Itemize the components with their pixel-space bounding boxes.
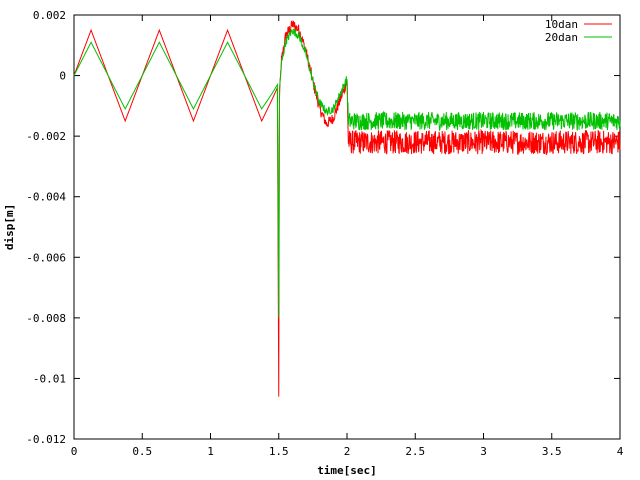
y-tick-label: 0: [59, 70, 66, 83]
x-tick-label: 1.5: [269, 445, 289, 458]
y-tick-label: -0.006: [26, 251, 66, 264]
y-tick-label: -0.002: [26, 130, 66, 143]
x-tick-label: 2: [344, 445, 351, 458]
y-tick-label: -0.004: [26, 191, 66, 204]
x-tick-label: 3: [480, 445, 487, 458]
y-tick-label: -0.01: [33, 372, 66, 385]
series-line-20dan: [73, 28, 621, 318]
x-tick-label: 1: [207, 445, 214, 458]
x-axis-label: time[sec]: [317, 464, 377, 477]
x-tick-label: 0.5: [132, 445, 152, 458]
series-layer: [73, 20, 621, 397]
legend-label: 10dan: [545, 18, 578, 31]
y-tick-label: -0.008: [26, 312, 66, 325]
y-tick-label: -0.012: [26, 433, 66, 446]
legend-label: 20dan: [545, 31, 578, 44]
x-tick-label: 2.5: [405, 445, 425, 458]
series-line-10dan: [73, 20, 621, 397]
ticks: [73, 14, 621, 440]
tick-labels: 0 0.5 1 1.5 2 2.5 3 3.5 4 0.002 0 -0.002 -0.004 -0.00…: [26, 9, 623, 458]
x-tick-label: 3.5: [542, 445, 562, 458]
plot-frame: [73, 14, 621, 440]
y-tick-label: 0.002: [33, 9, 66, 22]
y-axis-label: disp[m]: [3, 204, 16, 250]
x-tick-label: 0: [71, 445, 78, 458]
x-tick-label: 4: [617, 445, 624, 458]
